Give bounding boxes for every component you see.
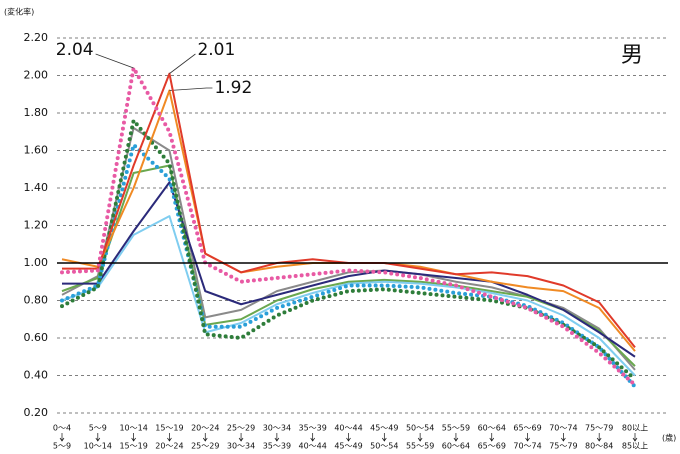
x-tick-label: 10～14 — [84, 442, 112, 451]
x-tick-label: 55～59 — [442, 424, 470, 433]
x-tick-label: 20～24 — [155, 442, 183, 451]
x-tick-label: 0～4 — [53, 424, 71, 433]
y-tick-label: 0.80 — [24, 294, 49, 307]
y-tick-label: 1.40 — [24, 181, 49, 194]
series-line — [61, 127, 636, 371]
arrow — [632, 433, 638, 442]
y-tick-label: 1.80 — [24, 106, 49, 119]
y-tick-label: 0.20 — [24, 406, 49, 419]
x-tick-label: 65～69 — [478, 442, 506, 451]
arrow — [274, 433, 280, 442]
x-tick-label: 25～29 — [227, 424, 255, 433]
leader-line — [169, 53, 196, 74]
x-tick-label: 45～49 — [370, 424, 398, 433]
x-tick-label: 35～39 — [299, 424, 327, 433]
arrow — [382, 433, 387, 442]
x-tick-label: 5～9 — [89, 424, 107, 433]
arrow — [346, 433, 351, 442]
x-tick-label: 50～54 — [406, 424, 434, 433]
series-line — [60, 118, 637, 382]
x-tick-label: 80以上 — [622, 424, 648, 433]
x-tick-label: 15～19 — [119, 442, 147, 451]
arrow — [525, 433, 530, 442]
x-axis-label: (歳) — [662, 433, 676, 443]
y-tick-label: 1.20 — [24, 219, 49, 232]
arrow — [95, 433, 101, 442]
arrow — [310, 433, 315, 442]
data-label: 2.04 — [56, 40, 94, 60]
x-tick-label: 65～69 — [513, 424, 541, 433]
x-tick-label: 55～59 — [406, 442, 434, 451]
x-tick-label: 30～34 — [227, 442, 255, 451]
data-label: 2.01 — [197, 40, 235, 60]
arrow — [167, 433, 172, 442]
x-tick-label: 15～19 — [155, 424, 183, 433]
arrow — [131, 433, 136, 442]
x-tick-label: 60～64 — [478, 424, 506, 433]
arrow — [561, 433, 566, 442]
leader-line — [169, 87, 213, 91]
series-line — [62, 181, 636, 358]
series-line — [61, 215, 636, 377]
x-tick-label: 80～84 — [585, 442, 613, 451]
arrow — [417, 433, 423, 442]
arrow — [202, 433, 208, 442]
x-tick-label: 70～74 — [549, 424, 577, 433]
x-tick-label: 20～24 — [191, 424, 219, 433]
x-tick-label: 40～44 — [334, 424, 362, 433]
x-tick-label: 70～74 — [513, 442, 541, 451]
x-tick-label: 50～54 — [370, 442, 398, 451]
series-line — [60, 142, 637, 389]
x-tick-label: 45～49 — [334, 442, 362, 451]
y-tick-label: 0.60 — [24, 331, 49, 344]
x-tick-label: 25～29 — [191, 442, 219, 451]
y-tick-label: 1.00 — [24, 256, 49, 269]
arrow — [489, 433, 495, 442]
arrow — [453, 433, 459, 442]
x-tick-label: 30～34 — [263, 424, 291, 433]
x-tick-label: 85以上 — [622, 442, 648, 451]
series-line — [60, 66, 637, 387]
y-tick-label: 0.40 — [24, 369, 49, 382]
data-label: 1.92 — [214, 78, 252, 98]
y-tick-label: 2.00 — [24, 69, 49, 82]
arrow — [238, 433, 244, 442]
x-tick-label: 5～9 — [53, 442, 71, 451]
arrow — [59, 433, 65, 442]
x-tick-label: 10～14 — [119, 424, 147, 433]
x-tick-label: 35～39 — [263, 442, 291, 451]
y-tick-label: 2.20 — [24, 31, 49, 44]
y-tick-label: 1.60 — [24, 144, 49, 157]
y-axis-label: (変化率) — [4, 7, 34, 17]
x-tick-label: 75～79 — [585, 424, 613, 433]
x-tick-label: 60～64 — [442, 442, 470, 451]
arrow — [596, 433, 602, 442]
x-tick-label: 40～44 — [299, 442, 327, 451]
x-tick-label: 75～79 — [549, 442, 577, 451]
leader-line — [95, 53, 134, 69]
chart-title: 男 — [621, 43, 643, 68]
series-line — [61, 164, 636, 367]
